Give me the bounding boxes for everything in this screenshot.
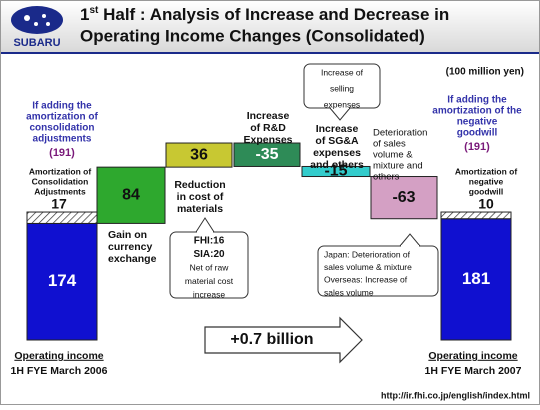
category-label: others: [373, 172, 400, 183]
bar: [96, 166, 166, 224]
logo-text: SUBARU: [13, 37, 60, 49]
category-label: of SG&A: [315, 135, 359, 147]
note: adjustments: [33, 134, 92, 145]
note: consolidation: [30, 123, 95, 134]
category-label: mixture and: [373, 161, 423, 172]
callout-text: selling: [330, 83, 354, 93]
extra-label: Consolidation: [32, 176, 89, 186]
value-label: 174: [48, 271, 77, 290]
value-label: -15: [324, 163, 347, 180]
value-label: 181: [462, 269, 490, 288]
bar: [440, 218, 512, 341]
callout-text: Overseas: Increase of: [324, 275, 408, 285]
category-label: Expenses: [243, 134, 292, 146]
category-label: in cost of: [177, 191, 224, 203]
value-label: -63: [392, 189, 415, 206]
title-line-2: Operating Income Changes (Consolidated): [80, 26, 425, 45]
extra-label: Amortization of: [29, 166, 91, 176]
bar: [26, 222, 98, 341]
extra-value-label: 17: [51, 196, 67, 212]
category-label: of R&D: [250, 122, 286, 134]
callout-text: FHI:16: [194, 236, 225, 247]
category-label: Operating income: [14, 350, 103, 362]
callout-text: increase: [193, 289, 225, 299]
note-total: (191): [49, 147, 75, 159]
callout-box: [317, 245, 439, 297]
extra-value-label: 10: [478, 196, 494, 212]
note: amortization of the: [432, 106, 522, 117]
callout-text: expenses: [324, 99, 360, 109]
unit-label: (100 million yen): [446, 67, 524, 78]
note-total: (191): [464, 141, 490, 153]
bar: [370, 176, 438, 220]
callout-text: sales volume: [324, 287, 374, 297]
callout-text: Increase of: [321, 67, 364, 77]
value-label: 36: [190, 146, 208, 163]
title-line-1: 1st Half : Analysis of Increase and Decr…: [80, 5, 449, 25]
callout-text: material cost: [185, 276, 234, 286]
title-ordinal: 1: [80, 5, 89, 24]
note: If adding the: [32, 101, 92, 112]
title-text: Half : Analysis of Increase and Decrease…: [98, 5, 449, 24]
hatched-bar: [440, 211, 512, 220]
extra-label: Amortization of: [455, 166, 517, 176]
category-label: Increase: [316, 123, 359, 135]
category-label: of sales: [373, 139, 406, 150]
bar: [301, 165, 371, 178]
category-label: Deterioration: [373, 128, 427, 139]
logo: SUBARU: [11, 6, 63, 49]
callout-text: Japan: Deterioration of: [324, 249, 411, 259]
hatched-bar: [26, 211, 98, 224]
title-suffix: st: [89, 5, 99, 16]
arrow-label: +0.7 billion: [230, 331, 313, 348]
url: http://ir.fhi.co.jp/english/index.html: [381, 390, 530, 400]
callout-text: SIA:20: [193, 249, 225, 260]
extra-label: Adjustments: [34, 186, 86, 196]
category-label: Reduction: [174, 179, 225, 191]
category-label: volume &: [373, 150, 413, 161]
category-label: Operating income: [428, 350, 517, 362]
header-band: [1, 1, 539, 53]
category-label: 1H FYE March 2006: [11, 365, 108, 377]
arrow: +0.7 billion: [204, 316, 363, 364]
bar: [233, 142, 301, 167]
callout-text: sales volume & mixture: [324, 262, 412, 272]
extra-label: goodwill: [469, 186, 503, 196]
category-label: materials: [177, 203, 223, 215]
value-label: 84: [122, 186, 140, 203]
note: negative: [457, 117, 498, 128]
callout-text: Net of raw: [190, 262, 230, 272]
category-label: and others: [310, 159, 364, 171]
category-label: Increase: [247, 110, 290, 122]
category-label: 1H FYE March 2007: [425, 365, 522, 377]
category-label: expenses: [313, 147, 361, 159]
category-label: currency: [108, 241, 153, 253]
note: goodwill: [457, 128, 498, 139]
category-label: Gain on: [108, 229, 147, 241]
value-label: -35: [255, 146, 278, 163]
note: amortization of: [26, 112, 98, 123]
bar: [165, 142, 233, 168]
note: If adding the: [447, 95, 507, 106]
extra-label: negative: [469, 176, 504, 186]
category-label: exchange: [108, 253, 157, 265]
